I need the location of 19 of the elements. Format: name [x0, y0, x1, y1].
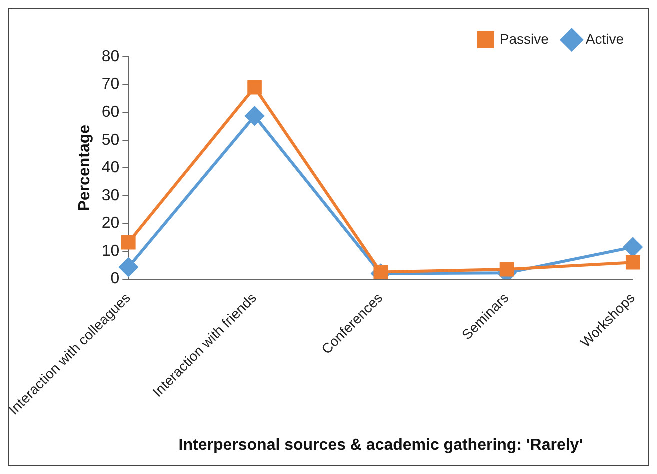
y-tick-label: 0: [110, 270, 120, 288]
point: [626, 255, 640, 270]
y-tick-label: 40: [102, 160, 120, 177]
y-tick-label: 70: [102, 76, 120, 94]
point: [245, 106, 264, 126]
legend-label: Active: [586, 30, 624, 47]
y-axis-title: Percentage: [76, 124, 94, 212]
x-axis-title: Interpersonal sources & academic gathering: 'Rarely': [178, 436, 583, 454]
legend-label: Passive: [500, 30, 550, 47]
y-tick-label: 60: [102, 104, 120, 121]
y-tick-label: 10: [102, 242, 120, 260]
y-tick-label: 50: [102, 132, 120, 149]
y-tick-label: 30: [102, 187, 120, 204]
y-tick-label: 80: [102, 48, 120, 66]
point: [122, 235, 136, 250]
point: [119, 258, 138, 277]
point: [624, 238, 643, 257]
point: [248, 80, 262, 95]
y-tick-label: 20: [102, 215, 120, 232]
